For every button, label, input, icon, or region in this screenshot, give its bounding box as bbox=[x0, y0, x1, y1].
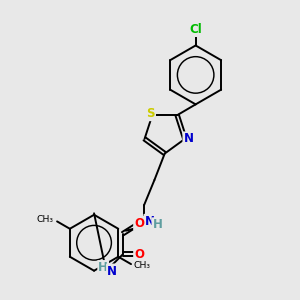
Text: N: N bbox=[183, 132, 194, 146]
Text: Cl: Cl bbox=[189, 23, 202, 36]
Text: CH₃: CH₃ bbox=[37, 215, 53, 224]
Text: O: O bbox=[134, 217, 144, 230]
Text: H: H bbox=[98, 261, 108, 274]
Text: N: N bbox=[144, 215, 154, 228]
Text: H: H bbox=[152, 218, 162, 231]
Text: S: S bbox=[146, 107, 155, 120]
Text: O: O bbox=[134, 248, 144, 261]
Text: N: N bbox=[107, 265, 117, 278]
Text: CH₃: CH₃ bbox=[134, 261, 151, 270]
